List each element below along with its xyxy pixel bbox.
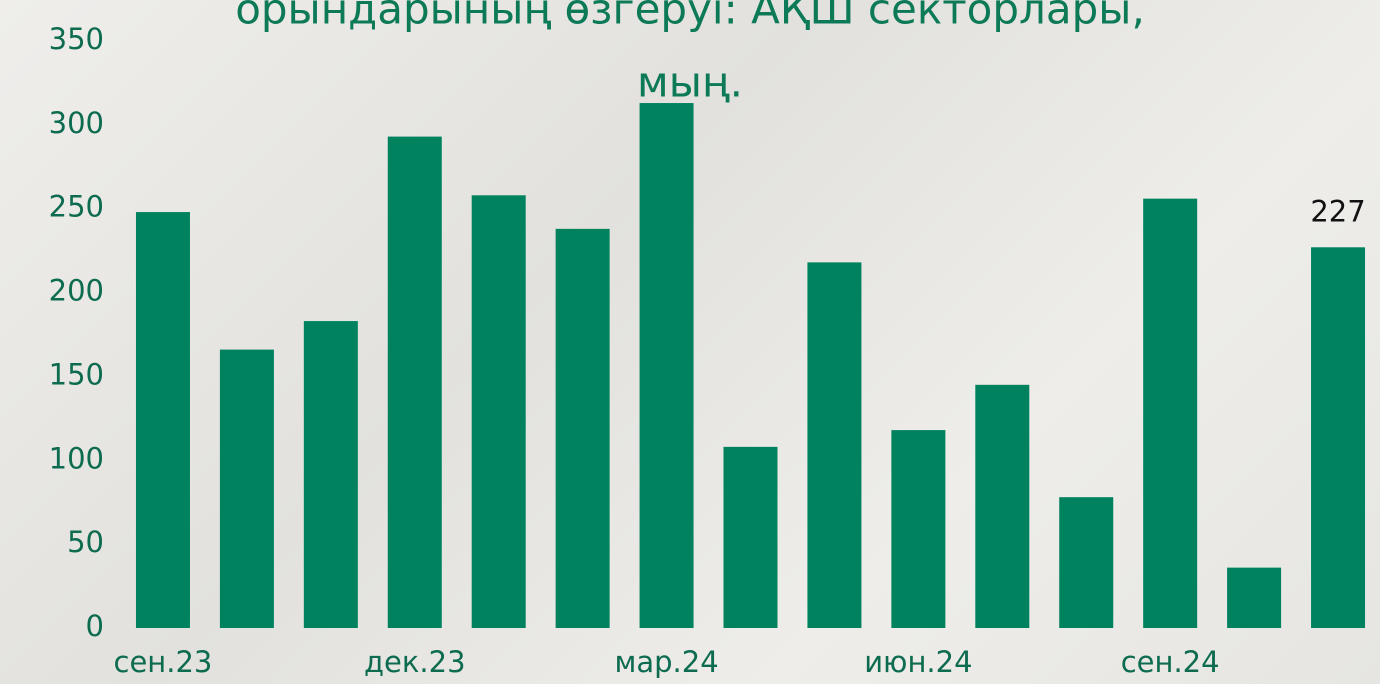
y-tick-label: 350 bbox=[49, 22, 104, 56]
y-tick-label: 200 bbox=[49, 274, 104, 308]
y-tick-label: 250 bbox=[49, 190, 104, 224]
x-tick-label: июн.24 bbox=[864, 645, 972, 679]
bar bbox=[1311, 247, 1366, 628]
bar bbox=[723, 446, 778, 628]
x-tick-label: мар.24 bbox=[614, 645, 718, 679]
x-tick-label: сен.23 bbox=[114, 645, 213, 679]
y-tick-label: 100 bbox=[49, 441, 104, 475]
bar bbox=[471, 195, 526, 628]
bar bbox=[1227, 567, 1282, 628]
y-tick-label: 300 bbox=[49, 106, 104, 140]
bar bbox=[891, 430, 946, 628]
bar bbox=[555, 228, 610, 628]
chart-title: орындарының өзгеруі: АҚШ секторлары, bbox=[235, 0, 1145, 34]
chart-title: мың. bbox=[637, 58, 743, 107]
bar bbox=[975, 384, 1030, 628]
bar bbox=[1143, 198, 1198, 628]
bar bbox=[219, 349, 274, 628]
bar bbox=[303, 321, 358, 628]
y-tick-label: 50 bbox=[67, 525, 104, 559]
bar bbox=[135, 212, 190, 628]
data-label: 227 bbox=[1310, 194, 1365, 228]
bar bbox=[807, 262, 862, 628]
bar bbox=[639, 103, 694, 629]
x-tick-label: сен.24 bbox=[1121, 645, 1220, 679]
bar bbox=[1059, 497, 1114, 628]
bar bbox=[387, 136, 442, 628]
x-tick-label: дек.23 bbox=[364, 645, 466, 679]
y-tick-label: 0 bbox=[86, 609, 104, 643]
y-tick-label: 150 bbox=[49, 357, 104, 391]
